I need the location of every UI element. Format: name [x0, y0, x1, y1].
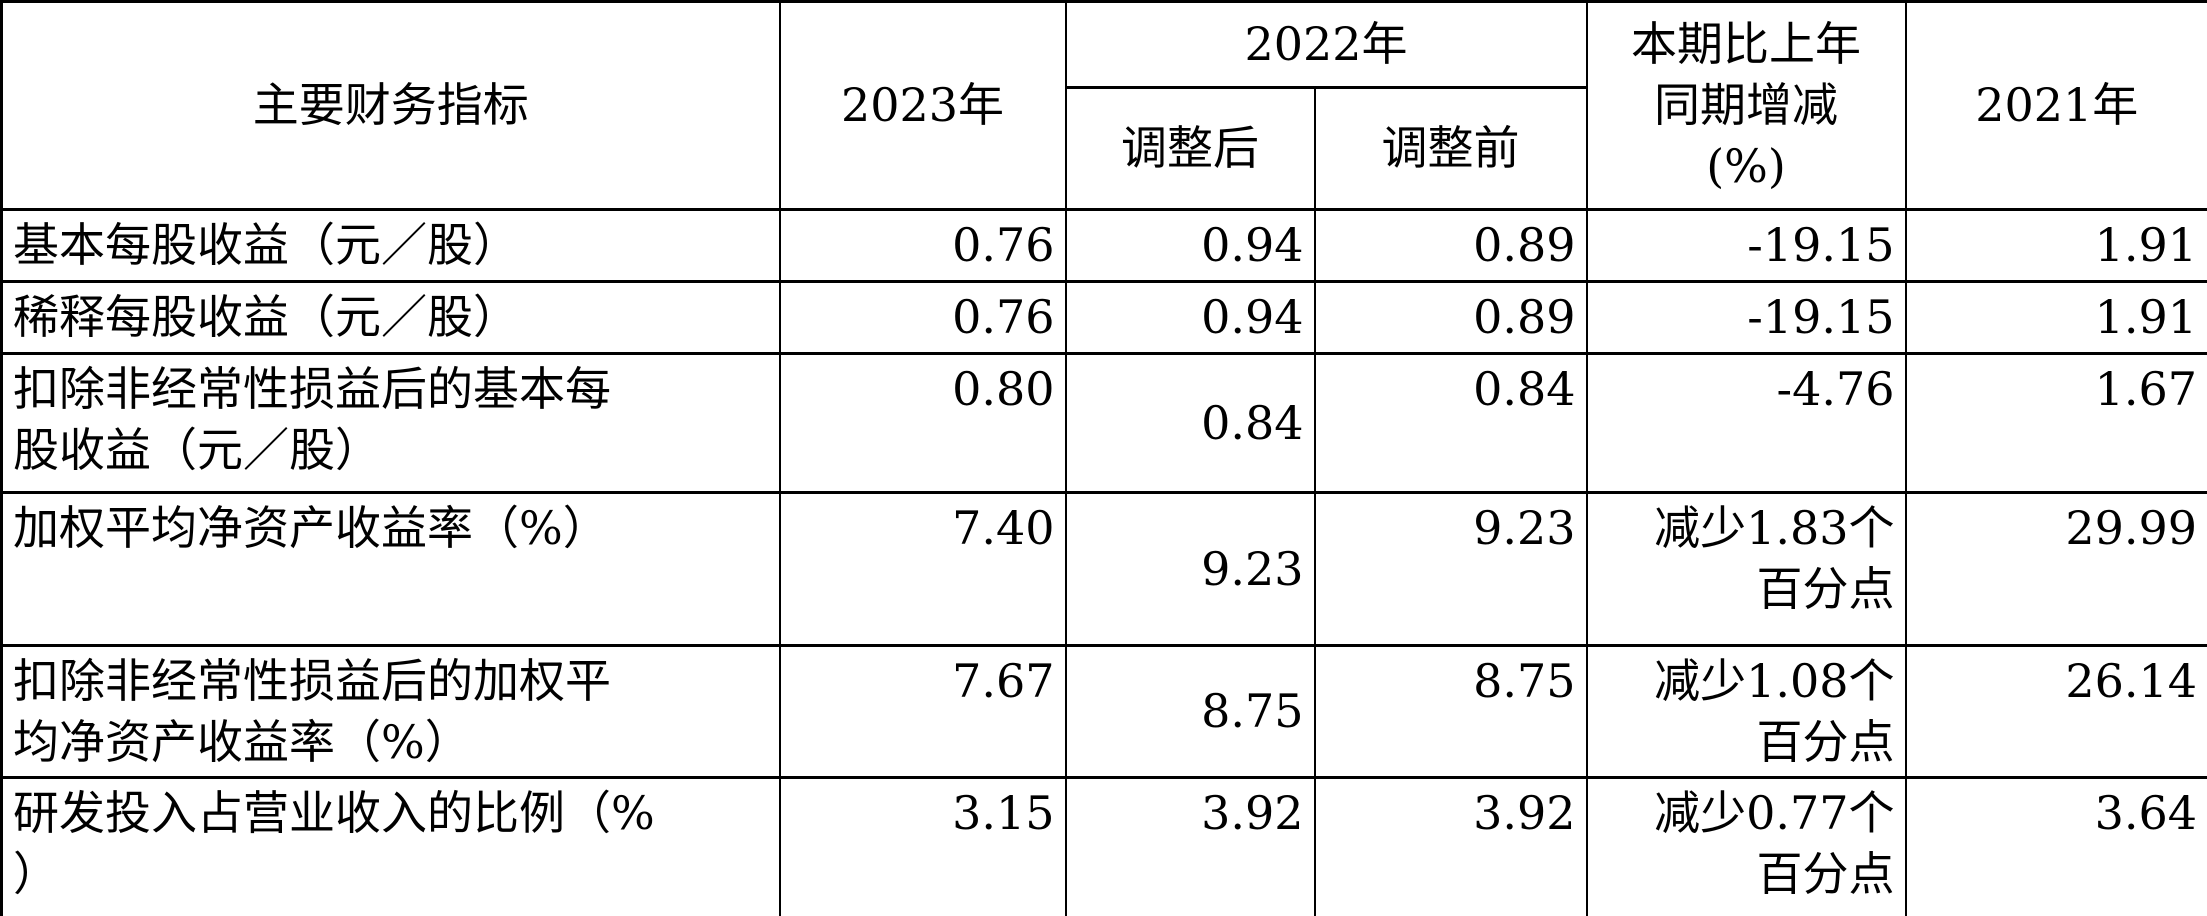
indicator-cell: 扣除非经常性损益后的加权平 均净资产收益率（%）: [0, 643, 781, 780]
value-2022-before-cell: 0.84: [1313, 352, 1588, 494]
table-row: 加权平均净资产收益率（%） 7.40 9.23 9.23 减少1.83个 百分点…: [0, 491, 2207, 647]
indicator-cell: 加权平均净资产收益率（%）: [0, 491, 781, 647]
header-2022-adjusted: 调整后: [1064, 86, 1316, 211]
value-2022-adjusted-cell: 0.94: [1064, 208, 1316, 283]
value-2021-cell: 1.91: [1904, 208, 2207, 283]
value-2021-cell: 1.67: [1904, 352, 2207, 494]
value-2021-cell: 26.14: [1904, 643, 2207, 780]
yoy-change-cell: -19.15: [1585, 208, 1907, 283]
header-yoy-change: 本期比上年 同期增减 (%): [1585, 0, 1907, 211]
yoy-change-cell: -4.76: [1585, 352, 1907, 494]
value-2022-before-cell: 9.23: [1313, 491, 1588, 647]
indicator-cell: 扣除非经常性损益后的基本每 股收益（元／股）: [0, 352, 781, 494]
value-2023-cell: 0.80: [778, 352, 1067, 494]
yoy-change-cell: 减少1.08个 百分点: [1585, 643, 1907, 780]
value-2022-adjusted-cell: 3.92: [1064, 776, 1316, 916]
table-row: 研发投入占营业收入的比例（% ） 3.15 3.92 3.92 减少0.77个 …: [0, 776, 2207, 916]
table-row: 基本每股收益（元／股） 0.76 0.94 0.89 -19.15 1.91: [0, 208, 2207, 283]
value-2021-cell: 29.99: [1904, 491, 2207, 647]
table-row: 扣除非经常性损益后的基本每 股收益（元／股） 0.80 0.84 0.84 -4…: [0, 352, 2207, 494]
table-row: 稀释每股收益（元／股） 0.76 0.94 0.89 -19.15 1.91: [0, 280, 2207, 355]
value-2022-before-cell: 3.92: [1313, 776, 1588, 916]
value-2022-adjusted-cell: 0.94: [1064, 280, 1316, 355]
value-2022-adjusted-cell: 8.75: [1064, 643, 1316, 780]
header-2022-before-adjust: 调整前: [1313, 86, 1588, 211]
header-2021: 2021年: [1904, 0, 2207, 211]
header-indicator: 主要财务指标: [0, 0, 781, 211]
yoy-change-cell: 减少0.77个 百分点: [1585, 776, 1907, 916]
value-2022-before-cell: 0.89: [1313, 280, 1588, 355]
value-2023-cell: 3.15: [778, 776, 1067, 916]
value-2023-cell: 0.76: [778, 208, 1067, 283]
yoy-change-cell: 减少1.83个 百分点: [1585, 491, 1907, 647]
value-2022-before-cell: 8.75: [1313, 643, 1588, 780]
value-2021-cell: 1.91: [1904, 280, 2207, 355]
value-2023-cell: 0.76: [778, 280, 1067, 355]
value-2022-adjusted-cell: 0.84: [1064, 352, 1316, 494]
value-2023-cell: 7.67: [778, 643, 1067, 780]
value-2022-adjusted-cell: 9.23: [1064, 491, 1316, 647]
header-2022: 2022年: [1064, 0, 1588, 89]
table-row: 扣除非经常性损益后的加权平 均净资产收益率（%） 7.67 8.75 8.75 …: [0, 643, 2207, 780]
value-2023-cell: 7.40: [778, 491, 1067, 647]
indicator-cell: 基本每股收益（元／股）: [0, 208, 781, 283]
header-row-sub: 调整后 调整前: [2, 86, 2207, 211]
yoy-change-cell: -19.15: [1585, 280, 1907, 355]
value-2022-before-cell: 0.89: [1313, 208, 1588, 283]
header-2023: 2023年: [778, 0, 1067, 211]
indicator-cell: 研发投入占营业收入的比例（% ）: [0, 776, 781, 916]
value-2021-cell: 3.64: [1904, 776, 2207, 916]
header-row-top: 主要财务指标 2023年 2022年 本期比上年 同期增减 (%) 2021年: [0, 0, 2207, 211]
indicator-cell: 稀释每股收益（元／股）: [0, 280, 781, 355]
